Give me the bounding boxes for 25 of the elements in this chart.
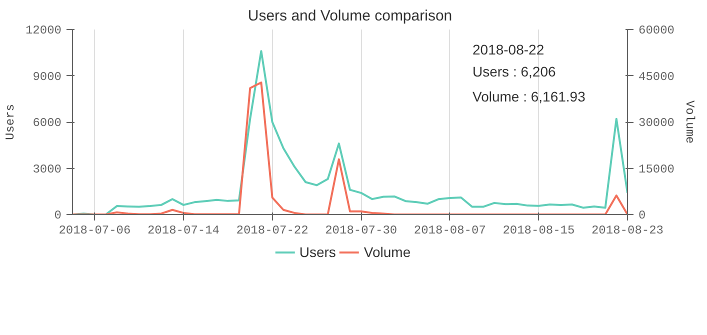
x-tick-label: 2018-07-30 xyxy=(325,224,398,238)
y2-axis-title: Volume xyxy=(682,100,697,144)
y2-tick-label: 15000 xyxy=(638,162,675,176)
y-tick-label: 3000 xyxy=(32,162,62,176)
x-tick-label: 2018-08-15 xyxy=(502,224,575,238)
chart-title: Users and Volume comparison xyxy=(248,8,452,24)
x-tick-label: 2018-07-22 xyxy=(236,224,308,238)
x-tick-label: 2018-07-14 xyxy=(147,224,220,238)
y-axis-title: Users xyxy=(3,104,18,140)
legend-label: Users xyxy=(299,244,336,260)
annotation: Users : 6,206 xyxy=(472,64,556,80)
x-tick-label: 2018-07-06 xyxy=(58,224,131,238)
x-tick-label: 2018-08-07 xyxy=(414,224,486,238)
annotation: 2018-08-22 xyxy=(472,42,544,58)
y2-tick-label: 30000 xyxy=(638,116,675,130)
y2-tick-label: 0 xyxy=(638,208,646,222)
y-tick-label: 6000 xyxy=(32,116,62,130)
annotation: Volume : 6,161.93 xyxy=(472,88,586,104)
legend-label: Volume xyxy=(364,244,411,260)
y2-tick-label: 45000 xyxy=(638,70,675,84)
y-tick-label: 12000 xyxy=(25,24,62,38)
x-tick-label: 2018-08-23 xyxy=(591,224,664,238)
y-tick-label: 9000 xyxy=(32,70,62,84)
y2-tick-label: 60000 xyxy=(638,24,675,38)
y-tick-label: 0 xyxy=(54,208,62,222)
